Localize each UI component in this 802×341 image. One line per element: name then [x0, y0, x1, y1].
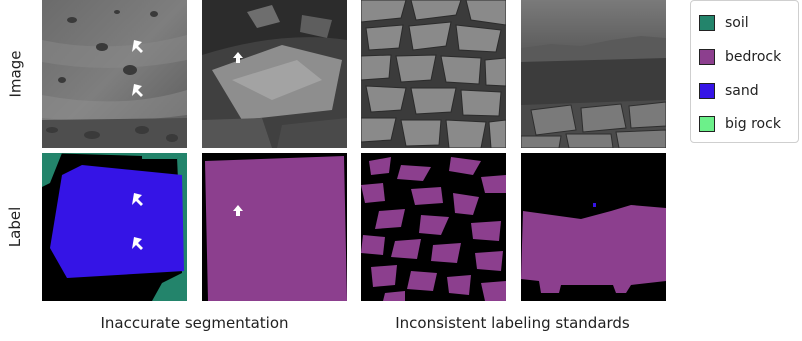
swatch-sand [699, 83, 715, 99]
photo-bedrock-plates [361, 0, 506, 148]
legend-item-big-rock: big rock [699, 113, 781, 135]
label-mask-horizon [521, 153, 666, 301]
legend-label-bedrock: bedrock [725, 49, 782, 65]
label-mask-sand [42, 153, 187, 301]
legend-label-big-rock: big rock [725, 116, 781, 132]
legend-label-sand: sand [725, 83, 759, 99]
row-label-label-text: Label [6, 206, 24, 248]
caption-inaccurate-segmentation: Inaccurate segmentation [100, 314, 289, 332]
label-mask-plates [361, 153, 506, 301]
photo-rocky-horizon [521, 0, 666, 148]
caption-inconsistent-labeling: Inconsistent labeling standards [395, 314, 630, 332]
arrow-icon [132, 40, 143, 97]
arrow-icon [132, 193, 143, 250]
legend-item-bedrock: bedrock [699, 46, 781, 68]
legend-label-soil: soil [725, 15, 749, 31]
photo-sand-dunes [42, 0, 187, 148]
legend: soil bedrock sand big rock [690, 0, 799, 143]
row-label-label: Label [0, 153, 30, 301]
legend-item-sand: sand [699, 80, 759, 102]
label-mask-bedrock [202, 153, 347, 301]
swatch-bedrock [699, 49, 715, 65]
arrow-icon [233, 52, 243, 63]
swatch-soil [699, 15, 715, 31]
arrow-icon [233, 205, 243, 216]
swatch-big-rock [699, 116, 715, 132]
row-label-image: Image [0, 0, 30, 148]
legend-item-soil: soil [699, 12, 749, 34]
row-label-image-text: Image [6, 50, 25, 98]
photo-bedrock-slab [202, 0, 347, 148]
